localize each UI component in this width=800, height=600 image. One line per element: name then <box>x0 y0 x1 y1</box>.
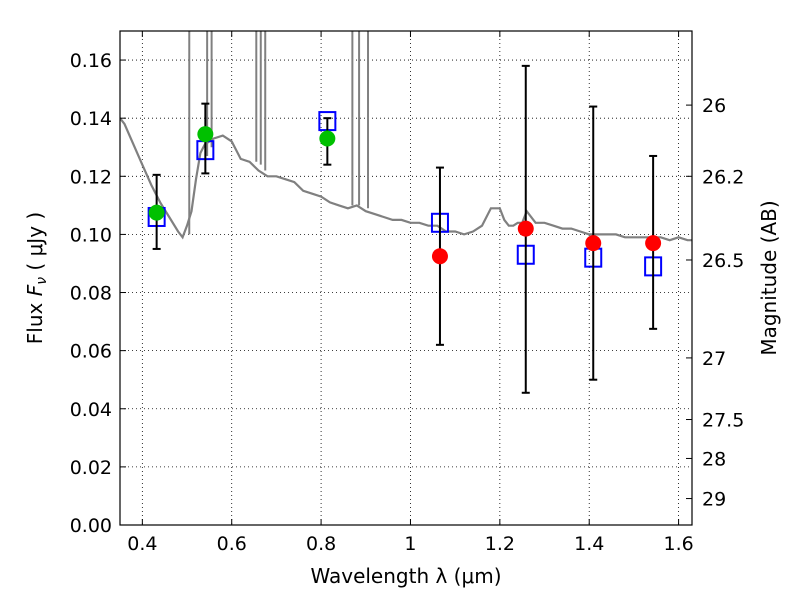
x-axis-label: Wavelength λ (μm) <box>310 564 501 588</box>
right-tick-label: 28 <box>702 448 726 470</box>
x-tick-label: 1.2 <box>485 533 515 555</box>
detections-point <box>197 126 214 143</box>
y-tick-label: 0.12 <box>70 166 112 188</box>
y-tick-label: 0.10 <box>70 224 112 246</box>
y-tick-label: 0.04 <box>70 399 112 421</box>
y-tick-label: 0.16 <box>70 50 112 72</box>
upper_band_measurements-point <box>645 235 662 252</box>
plot-frame <box>119 30 693 526</box>
right-tick-label: 27.5 <box>702 410 744 432</box>
x-tick-label: 1 <box>404 533 416 555</box>
detections-point <box>319 130 336 147</box>
x-tick-label: 0.8 <box>306 533 336 555</box>
x-tick-label: 1.6 <box>663 533 693 555</box>
right-tick-label: 26.5 <box>702 250 744 272</box>
right-tick-label: 26.2 <box>702 166 744 188</box>
x-tick-label: 1.4 <box>574 533 604 555</box>
right-axis-label: Magnitude (AB) <box>757 200 781 355</box>
series-layer <box>120 31 692 394</box>
right-tick-label: 26 <box>702 95 726 117</box>
y-tick-label: 0.08 <box>70 283 112 305</box>
model-sed-line <box>120 117 692 242</box>
upper_band_measurements-point <box>585 235 602 252</box>
y-tick-label: 0.06 <box>70 341 112 363</box>
upper_band_measurements-point <box>431 248 448 265</box>
right-tick-label: 29 <box>702 489 726 511</box>
x-tick-label: 0.6 <box>217 533 247 555</box>
right-tick-label: 27 <box>702 348 726 370</box>
y-tick-label: 0.00 <box>70 515 112 537</box>
y-axis-label: Flux Fν ( μJy ) <box>23 212 50 344</box>
axis-ticks: 0.4 0.6 0.8 1 1.2 1.4 1.6 0.00 0.02 0.04 0.06 0.08 0… <box>70 31 744 555</box>
detections-point <box>148 204 165 221</box>
x-tick-label: 0.4 <box>127 533 157 555</box>
y-tick-label: 0.02 <box>70 457 112 479</box>
y-tick-label: 0.14 <box>70 108 112 130</box>
upper_band_measurements-point <box>517 220 534 237</box>
